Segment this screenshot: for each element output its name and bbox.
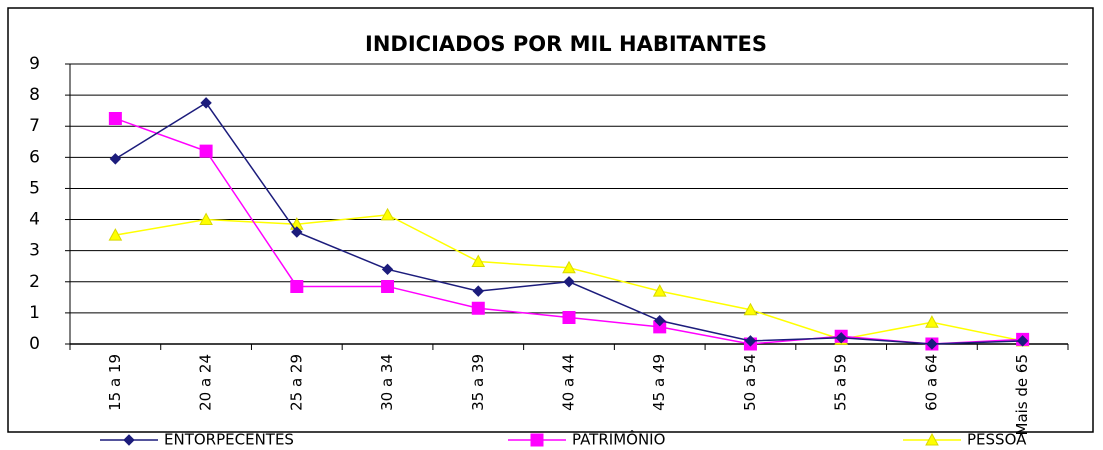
- legend-marker: [530, 433, 544, 447]
- legend-marker: [925, 432, 939, 446]
- y-tick-label: 1: [29, 303, 40, 323]
- legend-label: PESSOA: [967, 431, 1027, 449]
- marker: [108, 228, 123, 241]
- series-line: [114, 101, 1023, 345]
- x-tick-label: 60 a 64: [922, 354, 940, 411]
- y-tick-label: 5: [29, 178, 40, 198]
- marker: [652, 284, 667, 297]
- x-tick-label: 45 a 49: [650, 354, 668, 411]
- y-tick-label: 7: [29, 116, 40, 136]
- marker: [472, 285, 484, 297]
- y-tick-label: 4: [29, 210, 40, 230]
- x-tick-label: 25 a 29: [287, 354, 305, 411]
- x-tick-label: 35 a 39: [469, 354, 487, 411]
- legend-label: PATRIMÔNIO: [572, 430, 665, 449]
- legend-marker: [123, 434, 135, 446]
- y-tick-label: 0: [29, 334, 40, 354]
- marker: [562, 311, 576, 325]
- x-tick-label: 40 a 44: [560, 354, 578, 411]
- marker: [199, 144, 213, 158]
- x-tick-label: 50 a 54: [741, 354, 759, 411]
- x-tick-label: 20 a 24: [197, 354, 215, 411]
- marker: [1016, 335, 1029, 347]
- marker: [925, 315, 939, 328]
- marker: [562, 260, 576, 274]
- marker: [743, 302, 758, 316]
- marker: [200, 97, 212, 109]
- marker: [291, 226, 303, 238]
- marker: [926, 338, 938, 350]
- marker: [381, 263, 394, 276]
- marker: [109, 153, 122, 165]
- marker: [199, 212, 213, 226]
- marker: [108, 111, 122, 125]
- x-tick-label: Mais de 65: [1013, 354, 1031, 436]
- marker: [835, 332, 847, 344]
- y-tick-label: 9: [29, 54, 40, 74]
- marker: [380, 207, 395, 221]
- marker: [654, 314, 666, 327]
- marker: [563, 276, 575, 288]
- x-tick-label: 30 a 34: [378, 354, 396, 411]
- chart-title: INDICIADOS POR MIL HABITANTES: [365, 32, 767, 56]
- series-line: [115, 117, 1023, 345]
- marker: [471, 301, 485, 315]
- x-tick-label: 15 a 19: [106, 354, 124, 411]
- marker: [381, 279, 395, 293]
- marker: [744, 335, 757, 347]
- y-tick-label: 2: [29, 272, 40, 292]
- y-tick-label: 3: [29, 241, 40, 261]
- y-tick-label: 8: [29, 85, 40, 105]
- marker: [290, 279, 304, 293]
- chart-frame: [7, 7, 1094, 433]
- y-tick-label: 6: [29, 147, 40, 167]
- x-tick-label: 55 a 59: [832, 354, 850, 411]
- legend-label: ENTORPECENTES: [164, 431, 294, 449]
- marker: [471, 254, 486, 268]
